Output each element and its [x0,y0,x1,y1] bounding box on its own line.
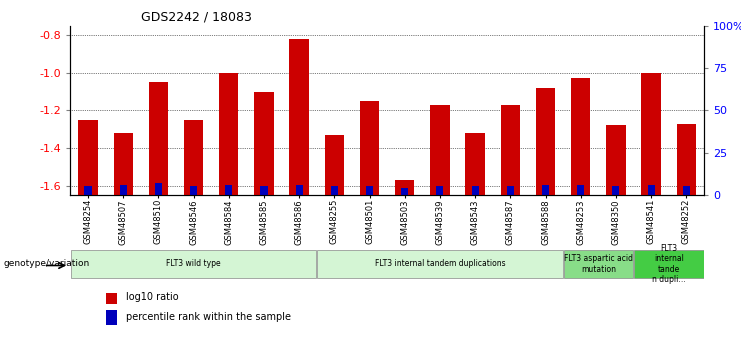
Bar [184,120,203,195]
Bar [70,250,316,278]
Bar [330,187,338,195]
Bar [84,187,91,195]
Bar [465,133,485,195]
Bar [542,185,549,195]
Bar [606,126,625,195]
Bar [290,39,309,195]
Bar [682,187,690,195]
Bar [501,105,520,195]
Bar [612,187,619,195]
Bar [155,183,162,195]
Bar [571,78,591,195]
Text: genotype/variation: genotype/variation [4,259,90,268]
Bar [105,310,117,325]
Bar [325,135,344,195]
Bar [366,187,373,195]
Bar [507,187,514,195]
Bar [436,187,443,195]
Bar [577,185,584,195]
Bar [677,124,696,195]
Text: GDS2242 / 18083: GDS2242 / 18083 [141,10,252,23]
Text: FLT3 aspartic acid
mutation: FLT3 aspartic acid mutation [564,254,633,274]
Bar [431,105,450,195]
Bar [536,88,555,195]
Bar [254,92,273,195]
Bar [225,185,232,195]
Bar [261,187,268,195]
Bar [113,133,133,195]
Bar [642,73,661,195]
Bar [563,250,634,278]
Text: FLT3
internal
tande
n dupli…: FLT3 internal tande n dupli… [652,244,685,284]
Bar [149,82,168,195]
Bar [471,187,479,195]
Text: FLT3 wild type: FLT3 wild type [166,259,221,268]
Bar [119,185,127,195]
Bar [634,250,704,278]
Text: log10 ratio: log10 ratio [127,292,179,302]
Bar [296,185,303,195]
Bar [105,289,117,304]
Bar [317,250,563,278]
Bar [219,73,239,195]
Bar [360,101,379,195]
Bar [395,180,414,195]
Bar [190,187,197,195]
Bar [402,188,408,195]
Bar [648,185,655,195]
Bar [79,120,98,195]
Text: percentile rank within the sample: percentile rank within the sample [127,313,291,322]
Text: FLT3 internal tandem duplications: FLT3 internal tandem duplications [375,259,505,268]
